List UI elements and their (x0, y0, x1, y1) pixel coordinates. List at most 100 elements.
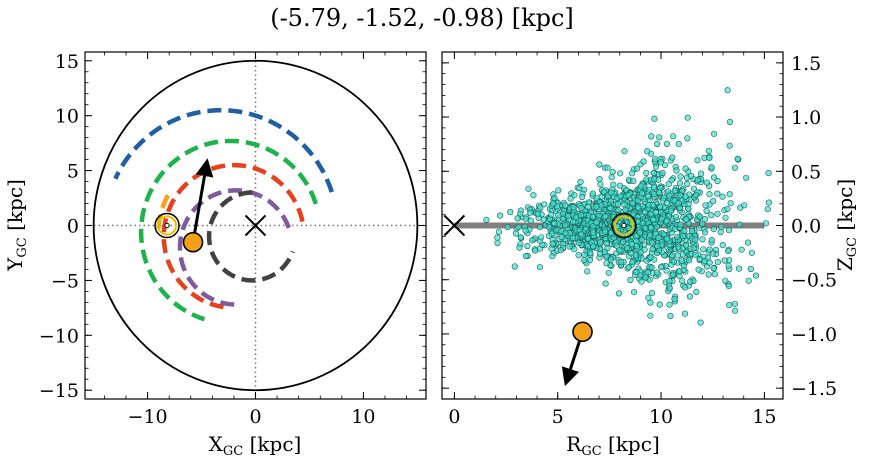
star-point (731, 300, 739, 307)
star-point (494, 234, 501, 241)
star-point (504, 223, 511, 231)
star-point (548, 211, 555, 218)
y-tick-label: 5 (67, 161, 79, 183)
star-point (706, 191, 713, 198)
star-point (647, 312, 654, 319)
star-point (726, 191, 733, 198)
star-point (669, 271, 677, 278)
star-point (699, 220, 706, 227)
star-point (656, 134, 663, 141)
rz-ylabel: ZGC [kpc] (833, 179, 860, 271)
star-point (682, 193, 689, 200)
star-point (601, 248, 609, 255)
star-point (511, 263, 518, 270)
star-point (550, 200, 557, 207)
star-point (656, 301, 663, 308)
star-point (605, 269, 612, 276)
star-point (684, 114, 691, 121)
star-point (651, 115, 658, 122)
star-point (671, 295, 678, 303)
star-point (522, 253, 530, 260)
star-point (696, 213, 704, 220)
star-point (745, 277, 752, 284)
star-point (603, 260, 610, 267)
star-point (667, 208, 674, 215)
star-point (536, 264, 544, 271)
star-point (643, 169, 650, 177)
star-point (670, 258, 677, 265)
star-point (629, 259, 636, 266)
star-point (686, 278, 694, 285)
star-point (663, 217, 670, 224)
star-point (615, 290, 623, 297)
star-point (634, 197, 642, 204)
star-point (566, 243, 573, 250)
star-point (681, 284, 689, 291)
star-point (632, 252, 640, 259)
star-point (686, 293, 694, 300)
star-point (669, 154, 676, 161)
star-point (584, 235, 592, 242)
star-point (725, 262, 732, 269)
star-point (650, 216, 657, 223)
star-point (682, 242, 690, 249)
star-point (642, 274, 649, 281)
star-point (706, 154, 713, 161)
star-point (562, 230, 569, 237)
star-point (648, 133, 655, 140)
star-point (615, 206, 622, 214)
star-point (620, 238, 627, 245)
star-point (697, 170, 705, 177)
star-point (522, 215, 529, 222)
star-point (714, 210, 721, 217)
star-point (692, 236, 699, 243)
star-point (537, 204, 544, 211)
star-point (659, 169, 666, 177)
star-point (744, 239, 752, 246)
star-point (577, 178, 584, 186)
star-point (628, 241, 635, 248)
star-point (651, 191, 658, 198)
star-point (725, 282, 732, 290)
star-point (711, 271, 719, 278)
star-point (647, 299, 654, 306)
star-point (683, 216, 690, 223)
star-point (593, 203, 600, 210)
star-point (555, 187, 562, 194)
star-point (517, 210, 524, 217)
star-point (494, 239, 501, 246)
y-tick-label: −0.5 (791, 270, 837, 292)
sun-yellow-ring (613, 215, 634, 236)
star-point (703, 207, 710, 214)
x-tick-label: 10 (649, 406, 673, 428)
star-point (579, 193, 586, 201)
star-point (726, 142, 733, 149)
star-point (587, 250, 594, 257)
star-point (666, 285, 673, 292)
star-point (589, 243, 597, 250)
star-point (497, 212, 504, 219)
star-point (663, 140, 671, 147)
star-point (609, 168, 616, 175)
star-point (660, 231, 668, 238)
rz-ticks: 0 5 10 15 −1.5 −1.0 −0.5 0.0 0.5 1.0 1.5 (442, 52, 837, 428)
star-point (608, 189, 615, 196)
star-point (685, 205, 692, 212)
star-point (644, 269, 652, 276)
star-point (565, 213, 572, 220)
star-point (644, 193, 652, 200)
star-point (607, 205, 614, 212)
star-point (648, 239, 656, 246)
star-point (700, 246, 707, 253)
star-point (743, 174, 750, 181)
star-point (668, 177, 675, 184)
star-point (483, 216, 490, 223)
star-point (693, 288, 700, 296)
star-point (653, 140, 661, 147)
star-point (657, 203, 664, 210)
star-point (696, 225, 703, 232)
star-point (570, 204, 577, 211)
star-point (682, 165, 689, 172)
star-point (549, 240, 556, 247)
star-point (562, 222, 569, 229)
